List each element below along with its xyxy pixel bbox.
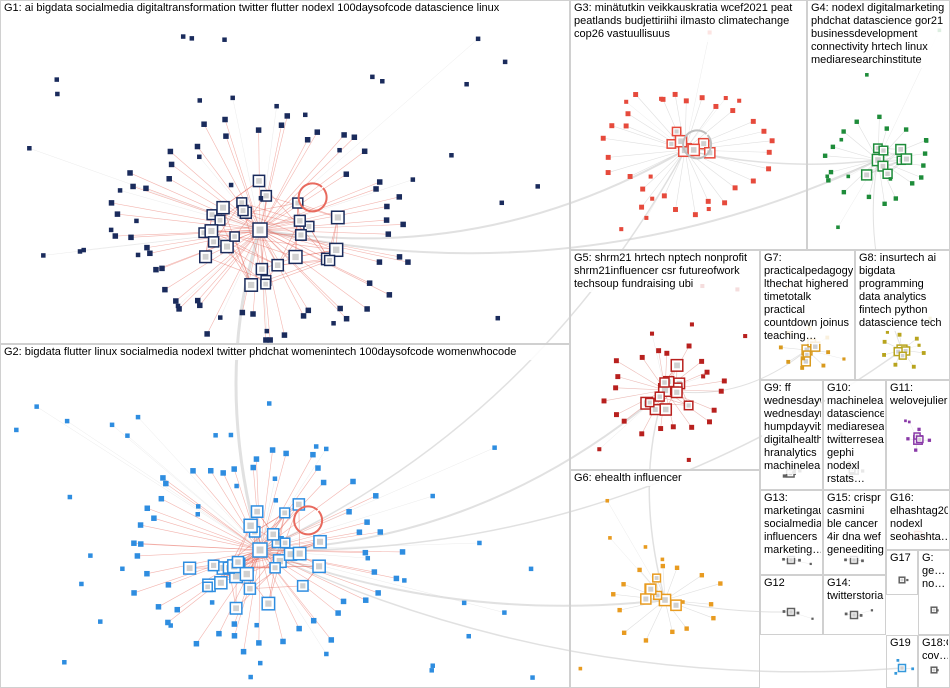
network-graph-canvas: [0, 0, 950, 688]
